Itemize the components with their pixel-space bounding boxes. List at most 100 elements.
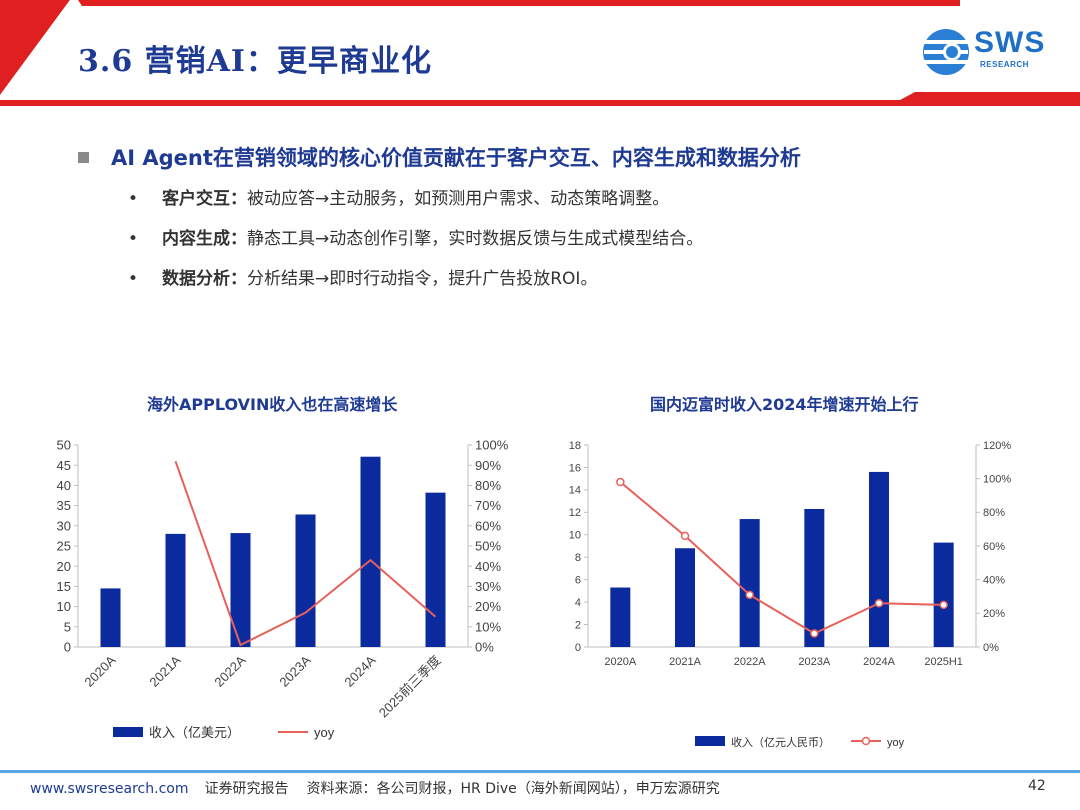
right-tick-label: 60% — [983, 541, 1005, 553]
footer-website-link[interactable]: www.swsresearch.com — [30, 781, 189, 797]
right-tick-label: 20% — [475, 599, 501, 614]
footer-report-type: 证券研究报告 — [204, 781, 289, 797]
x-tick-label: 2024A — [863, 656, 895, 668]
left-tick-label: 18 — [569, 440, 581, 452]
legend-bar-label: 收入（亿美元） — [149, 725, 240, 740]
right-tick-label: 90% — [475, 458, 501, 473]
right-tick-label: 50% — [475, 539, 501, 554]
x-tick-label: 2024A — [341, 652, 378, 689]
revenue-bar — [933, 542, 954, 647]
legend-bar-swatch — [113, 727, 143, 737]
revenue-bar — [360, 456, 381, 647]
yoy-point — [874, 598, 884, 608]
bullet-item: • 数据分析：分析结果→即时行动指令，提升广告投放ROI。 — [128, 264, 597, 289]
right-tick-label: 40% — [475, 559, 501, 574]
right-tick-label: 100% — [983, 474, 1011, 486]
bullet-text: 分析结果→即时行动指令，提升广告投放ROI。 — [247, 269, 598, 289]
left-tick-label: 5 — [64, 619, 71, 634]
page-number: 42 — [1028, 778, 1046, 794]
legend-line-label: yoy — [887, 737, 905, 749]
right-tick-label: 0% — [475, 640, 494, 655]
chart-title-mafushi: 国内迈富时收入2024年增速开始上行 — [650, 395, 919, 414]
revenue-bar — [610, 587, 631, 647]
bullet-text: 被动应答→主动服务，如预测用户需求、动态策略调整。 — [247, 189, 670, 209]
x-tick-label: 2022A — [211, 652, 248, 689]
header-decoration — [0, 0, 1080, 106]
main-point: AI Agent在营销领域的核心价值贡献在于客户交互、内容生成和数据分析 — [78, 142, 801, 172]
left-tick-label: 30 — [57, 518, 71, 533]
logo-subtext: RESEARCH — [980, 60, 1029, 69]
x-tick-label: 2023A — [276, 652, 313, 689]
right-tick-label: 120% — [983, 440, 1011, 452]
left-tick-label: 35 — [57, 498, 71, 513]
mafushi-revenue-chart: 0 2 4 6 8 10 12 14 16 18 0% 20% 40% 60% 80% 100% 120% 202… — [569, 440, 1012, 749]
chart-title-applovin: 海外APPLOVIN收入也在高速增长 — [147, 395, 398, 414]
bullet-item: • 客户交互：被动应答→主动服务，如预测用户需求、动态策略调整。 — [128, 184, 669, 209]
left-tick-label: 25 — [57, 539, 71, 554]
left-tick-label: 6 — [575, 575, 581, 587]
yoy-point — [939, 600, 948, 610]
revenue-bar — [100, 588, 121, 647]
x-tick-label: 2021A — [146, 652, 183, 689]
slide-header: 3.6 营销AI：更早商业化 SWS RESEARCH — [0, 0, 1080, 110]
yoy-point — [745, 590, 754, 600]
bullet-key: 数据分析： — [162, 269, 247, 289]
square-bullet-icon — [78, 151, 89, 163]
revenue-bar — [165, 533, 186, 647]
right-tick-label: 40% — [983, 575, 1005, 587]
sws-logo: SWS RESEARCH — [920, 22, 1060, 82]
legend-bar-swatch — [695, 736, 725, 746]
right-tick-label: 10% — [475, 619, 501, 634]
right-tick-label: 80% — [475, 478, 501, 493]
x-tick-label: 2023A — [798, 656, 830, 668]
left-tick-label: 15 — [57, 579, 71, 594]
left-tick-label: 12 — [569, 507, 581, 519]
legend-bar-label: 收入（亿元人民币） — [731, 735, 830, 749]
footer: www.swsresearch.com 证券研究报告 资料来源：各公司财报，HR D… — [30, 778, 720, 798]
revenue-bar — [739, 519, 760, 647]
x-tick-label: 2020A — [604, 656, 636, 668]
applovin-revenue-chart: 0 5 10 15 20 25 30 35 40 45 50 0% 10% 20% 30% 40% 50% 60%… — [57, 438, 509, 740]
right-tick-label: 80% — [983, 507, 1005, 519]
yoy-point — [810, 629, 819, 638]
bullet-dot-icon: • — [128, 229, 139, 249]
footer-divider — [0, 770, 1080, 773]
yoy-point — [680, 531, 690, 541]
left-tick-label: 14 — [569, 485, 581, 497]
revenue-bar — [675, 548, 695, 647]
yoy-point — [616, 477, 625, 487]
right-tick-label: 100% — [475, 438, 509, 453]
yoy-line — [619, 481, 944, 635]
bullet-key: 内容生成： — [162, 229, 247, 249]
sws-globe-icon — [923, 29, 969, 75]
bullet-key: 客户交互： — [162, 189, 247, 209]
right-tick-label: 20% — [983, 608, 1005, 620]
footer-source: 资料来源：各公司财报，HR Dive（海外新闻网站），申万宏源研究 — [306, 781, 720, 797]
left-tick-label: 16 — [569, 462, 581, 474]
left-tick-label: 20 — [57, 559, 71, 574]
x-tick-label: 2021A — [669, 656, 701, 668]
x-tick-label: 2020A — [81, 652, 118, 689]
x-tick-label: 2022A — [734, 656, 766, 668]
left-tick-label: 4 — [575, 597, 581, 609]
right-tick-label: 30% — [475, 579, 501, 594]
revenue-bar — [295, 514, 316, 647]
revenue-bar — [425, 492, 446, 647]
left-tick-label: 40 — [57, 478, 71, 493]
revenue-bar — [230, 533, 251, 647]
legend-line-label: yoy — [314, 725, 335, 740]
revenue-bar — [804, 508, 825, 647]
left-tick-label: 0 — [575, 642, 581, 654]
logo-text: SWS — [974, 26, 1046, 59]
left-tick-label: 10 — [569, 530, 581, 542]
x-tick-label: 2025前三季度 — [376, 653, 444, 721]
legend-line-marker — [861, 736, 871, 746]
page-title: 3.6 营销AI：更早商业化 — [78, 44, 432, 79]
right-tick-label: 0% — [983, 642, 999, 654]
left-tick-label: 10 — [57, 599, 71, 614]
revenue-bar — [869, 471, 889, 647]
bullet-text: 静态工具→动态创作引擎，实时数据反馈与生成式模型结合。 — [247, 229, 704, 249]
right-tick-label: 70% — [475, 498, 501, 513]
bullet-dot-icon: • — [128, 269, 139, 289]
bullet-dot-icon: • — [128, 189, 139, 209]
